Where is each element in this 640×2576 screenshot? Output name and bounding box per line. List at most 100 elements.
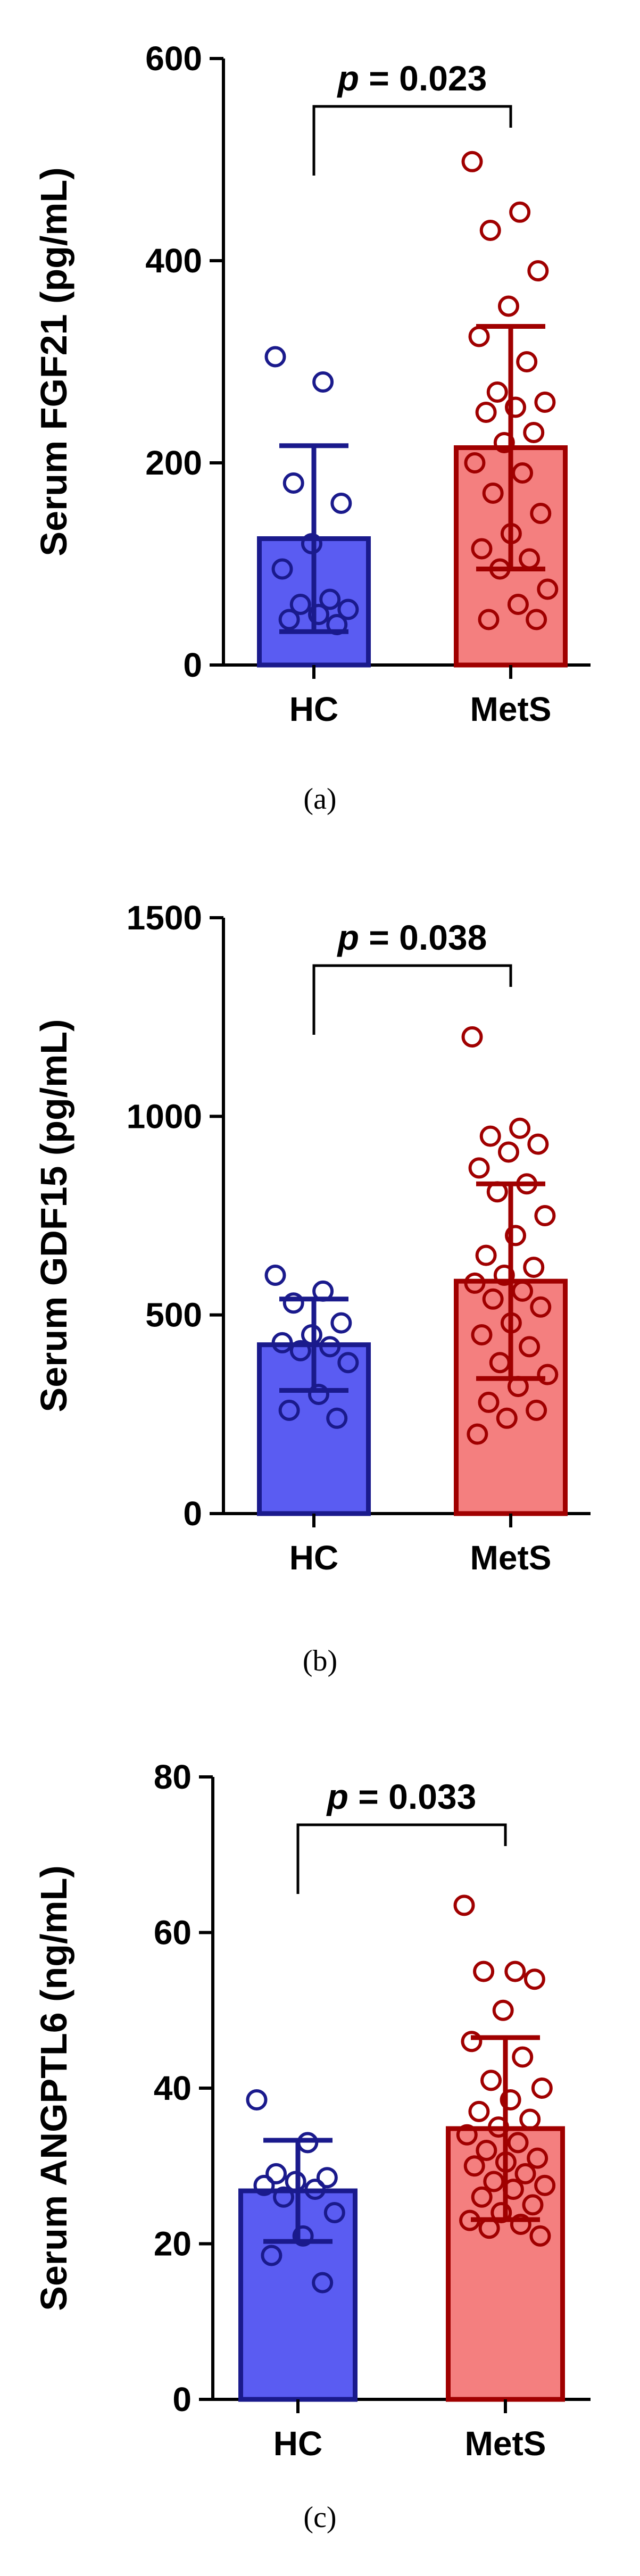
data-point-mets — [514, 2163, 536, 2184]
y-tick-label: 500 — [145, 1296, 202, 1334]
data-point-mets — [464, 1272, 486, 1294]
data-point-mets — [526, 609, 547, 630]
data-point-mets — [504, 1960, 526, 1982]
x-tick-label: MetS — [465, 2424, 546, 2463]
data-point-mets — [471, 1324, 493, 1345]
data-point-mets — [478, 1391, 500, 1413]
p-value-label: p = 0.023 — [337, 59, 487, 98]
data-point-mets — [497, 295, 519, 317]
data-point-mets — [463, 2155, 485, 2177]
significance-bracket — [312, 964, 512, 1035]
data-point-mets — [504, 1225, 526, 1247]
data-point-mets — [461, 2031, 483, 2053]
y-tick-label: 400 — [145, 242, 202, 280]
data-point-hc — [278, 1399, 300, 1421]
p-value-label: p = 0.033 — [326, 1777, 477, 1816]
y-axis-label: Serum FGF21 (pg/mL) — [33, 167, 74, 556]
data-point-mets — [471, 2186, 493, 2208]
data-point-mets — [534, 392, 556, 413]
x-tick-label: MetS — [470, 1539, 552, 1577]
data-point-mets — [461, 151, 483, 172]
data-point-hc — [265, 2163, 287, 2184]
data-point-mets — [519, 1336, 541, 1358]
data-point-hc — [264, 346, 286, 368]
data-point-mets — [537, 578, 559, 600]
data-point-mets — [530, 1296, 552, 1318]
chart-caption: (b) — [302, 1644, 338, 1677]
significance-bracket — [312, 105, 512, 176]
data-point-mets — [523, 1968, 545, 1990]
data-point-hc — [282, 1292, 304, 1314]
y-tick-label: 0 — [183, 1494, 202, 1533]
data-point-mets — [527, 260, 549, 281]
data-point-hc — [264, 1265, 286, 1286]
data-point-mets — [483, 2171, 505, 2192]
y-tick-label: 60 — [154, 1914, 192, 1952]
data-point-hc — [307, 1384, 329, 1405]
y-tick-label: 1000 — [127, 1097, 202, 1135]
data-point-hc — [330, 1312, 352, 1334]
data-point-mets — [526, 1399, 547, 1421]
data-point-mets — [464, 452, 486, 473]
p-value: = 0.033 — [348, 1777, 476, 1816]
p-value: = 0.023 — [359, 59, 487, 98]
data-point-mets — [468, 2100, 490, 2122]
y-tick-label: 80 — [154, 1758, 192, 1796]
data-point-hc — [289, 1340, 311, 1361]
data-point-hc — [319, 588, 341, 610]
x-tick-label: MetS — [470, 690, 552, 728]
data-point-mets — [480, 2070, 502, 2091]
data-point-mets — [529, 2225, 551, 2247]
y-axis-label: Serum GDF15 (pg/mL) — [33, 1019, 74, 1412]
y-tick-label: 600 — [145, 39, 202, 78]
chart-panel-a: 0 200 400 600 Serum FGF21 (pg/mL) HC MetS p = 0… — [0, 0, 640, 859]
data-point-mets — [516, 351, 538, 372]
data-point-mets — [537, 1364, 559, 1385]
data-point-hc — [246, 2089, 268, 2110]
y-tick-label: 40 — [154, 2069, 192, 2107]
data-point-mets — [534, 1205, 556, 1226]
data-point-mets — [500, 2089, 521, 2110]
p-symbol: p — [337, 918, 359, 957]
data-point-mets — [496, 1407, 518, 1429]
p-symbol: p — [337, 59, 359, 98]
data-point-mets — [507, 2132, 529, 2154]
chart-panel-c: 0 20 40 60 80 Serum ANGPTL6 (ng/mL) HC MetS p = … — [0, 1718, 640, 2576]
data-point-mets — [527, 1133, 549, 1155]
data-point-mets — [475, 1244, 497, 1266]
data-point-mets — [497, 1141, 519, 1163]
data-point-mets — [509, 1117, 531, 1139]
data-point-mets — [473, 1960, 495, 1982]
y-tick-label: 0 — [183, 646, 202, 684]
data-point-mets — [512, 2046, 534, 2068]
data-point-hc — [326, 1407, 348, 1429]
data-point-hc — [312, 2272, 334, 2294]
data-point-mets — [482, 483, 504, 504]
p-value-label: p = 0.038 — [337, 918, 487, 957]
data-point-hc — [278, 609, 300, 630]
p-value: = 0.038 — [359, 918, 487, 957]
y-tick-label: 20 — [154, 2225, 192, 2263]
data-point-hc — [282, 472, 304, 494]
data-point-mets — [492, 1999, 514, 2021]
data-point-hc — [253, 2174, 275, 2196]
data-point-mets — [493, 1265, 515, 1286]
data-point-mets — [523, 1257, 545, 1278]
data-point-mets — [510, 2213, 531, 2235]
data-point-mets — [493, 432, 515, 453]
chart-b-svg: 0 500 1000 1500 Serum GDF15 (pg/mL) HC MetS p =… — [33, 899, 591, 1577]
data-point-hc — [323, 2202, 345, 2223]
data-point-mets — [475, 402, 497, 423]
data-point-hc — [271, 558, 293, 580]
data-point-mets — [468, 1157, 490, 1179]
x-tick-label: HC — [289, 1539, 338, 1577]
data-point-mets — [482, 1288, 504, 1310]
data-point-hc — [312, 371, 334, 393]
data-point-hc — [337, 1352, 359, 1374]
y-tick-label: 200 — [145, 444, 202, 482]
data-point-mets — [512, 1280, 534, 1302]
data-point-hc — [319, 1336, 341, 1358]
data-point-mets — [479, 220, 501, 241]
data-point-mets — [461, 1026, 483, 1048]
data-point-hc — [289, 594, 311, 615]
